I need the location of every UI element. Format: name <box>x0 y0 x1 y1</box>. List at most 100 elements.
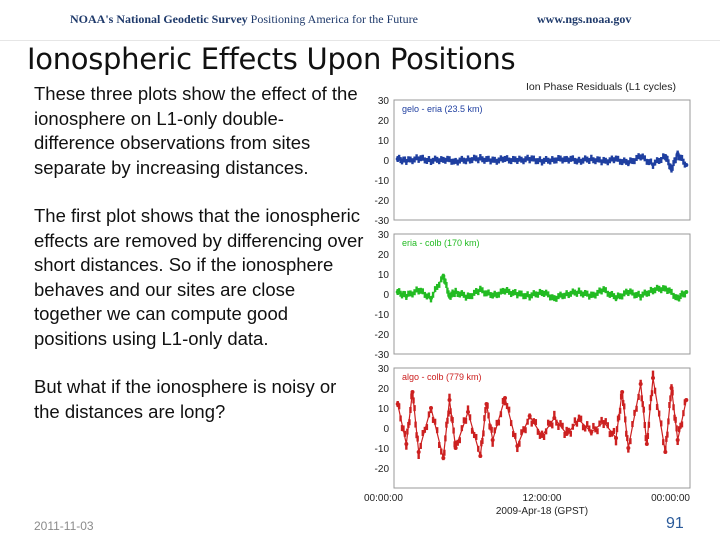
series-mark-2 <box>544 289 548 296</box>
data-point-3 <box>552 416 557 420</box>
series-mark-3 <box>579 415 583 422</box>
series-mark-3 <box>682 410 685 417</box>
series-mark-3 <box>468 414 472 421</box>
data-point-1 <box>404 159 409 163</box>
series-mark-3 <box>569 430 572 437</box>
series-mark-3 <box>435 427 439 434</box>
series-mark-1 <box>423 157 427 164</box>
series-mark-2 <box>683 291 687 298</box>
series-mark-3 <box>425 424 429 431</box>
data-point-1 <box>416 156 421 161</box>
series-mark-3 <box>458 437 461 444</box>
series-mark-2 <box>674 294 677 301</box>
series-mark-2 <box>419 287 422 294</box>
series-mark-1 <box>581 157 585 164</box>
series-mark-3 <box>544 428 548 435</box>
series-mark-3 <box>551 422 554 429</box>
page-number: 91 <box>666 515 684 532</box>
series-mark-1 <box>530 155 533 162</box>
series-mark-1 <box>448 156 451 163</box>
series-mark-2 <box>594 292 597 299</box>
series-mark-2 <box>485 290 488 297</box>
series-mark-2 <box>668 287 671 294</box>
series-mark-2 <box>620 293 624 300</box>
series-mark-2 <box>444 278 447 285</box>
series-mark-1 <box>677 154 681 161</box>
series-mark-2 <box>567 292 570 299</box>
series-mark-2 <box>445 281 448 288</box>
data-point-3 <box>626 446 631 450</box>
series-mark-3 <box>412 397 415 404</box>
series-mark-2 <box>462 291 466 298</box>
series-mark-3 <box>532 418 535 425</box>
series-mark-1 <box>499 155 503 162</box>
series-mark-1 <box>647 159 651 166</box>
series-mark-1 <box>407 156 410 163</box>
y-tick-label: -20 <box>375 330 390 341</box>
data-point-1 <box>564 156 569 161</box>
series-mark-2 <box>649 286 653 293</box>
series-mark-3 <box>604 418 607 425</box>
data-point-3 <box>466 410 470 414</box>
series-mark-2 <box>657 285 661 292</box>
series-mark-3 <box>626 435 629 442</box>
series-mark-1 <box>493 156 496 163</box>
x-tick-label: 00:00:00 <box>364 493 403 504</box>
data-point-2 <box>675 296 680 300</box>
series-mark-2 <box>483 290 486 297</box>
series-mark-2 <box>481 287 484 294</box>
series-mark-1 <box>623 157 626 164</box>
y-tick-label: -30 <box>375 350 390 361</box>
data-point-2 <box>478 288 483 292</box>
data-point-3 <box>503 396 507 400</box>
data-point-3 <box>490 438 495 442</box>
series-mark-2 <box>507 288 511 295</box>
series-mark-2 <box>647 290 651 297</box>
org-url[interactable]: www.ngs.noaa.gov <box>537 12 632 26</box>
data-point-3 <box>527 414 532 418</box>
series-mark-3 <box>491 440 494 447</box>
series-mark-2 <box>672 292 675 299</box>
series-mark-2 <box>421 288 424 295</box>
series-mark-3 <box>641 401 644 408</box>
series-mark-1 <box>592 157 595 164</box>
series-mark-3 <box>646 432 650 439</box>
data-point-2 <box>466 295 470 299</box>
series-mark-3 <box>588 425 591 432</box>
series-mark-1 <box>629 157 632 164</box>
series-mark-3 <box>606 422 609 429</box>
data-point-1 <box>614 157 618 162</box>
series-mark-3 <box>445 421 448 428</box>
slide-title: Ionospheric Effects Upon Positions <box>27 42 516 76</box>
series-mark-1 <box>450 158 453 165</box>
series-mark-2 <box>464 294 468 301</box>
series-mark-1 <box>433 155 437 162</box>
series-mark-2 <box>563 292 566 299</box>
series-mark-2 <box>538 288 542 295</box>
series-mark-2 <box>487 289 490 296</box>
series-mark-2 <box>402 290 405 297</box>
series-mark-2 <box>518 290 521 297</box>
series-mark-3 <box>624 416 627 423</box>
series-mark-3 <box>427 411 431 418</box>
series-mark-2 <box>493 290 496 297</box>
series-mark-1 <box>536 158 540 165</box>
data-point-3 <box>478 454 483 458</box>
series-mark-3 <box>429 407 433 414</box>
series-mark-2 <box>530 292 533 299</box>
series-mark-3 <box>405 443 408 450</box>
data-point-3 <box>644 442 649 446</box>
series-mark-1 <box>452 158 455 165</box>
y-tick-label: 20 <box>378 250 390 261</box>
series-mark-3 <box>676 439 679 446</box>
data-point-3 <box>589 430 594 434</box>
series-mark-1 <box>460 155 464 162</box>
series-mark-3 <box>647 421 651 428</box>
series-mark-1 <box>606 159 609 166</box>
series-mark-3 <box>618 407 622 414</box>
data-point-2 <box>416 288 421 292</box>
series-mark-2 <box>400 292 404 299</box>
series-mark-3 <box>679 422 682 429</box>
series-mark-2 <box>435 283 439 290</box>
series-mark-2 <box>561 293 564 300</box>
